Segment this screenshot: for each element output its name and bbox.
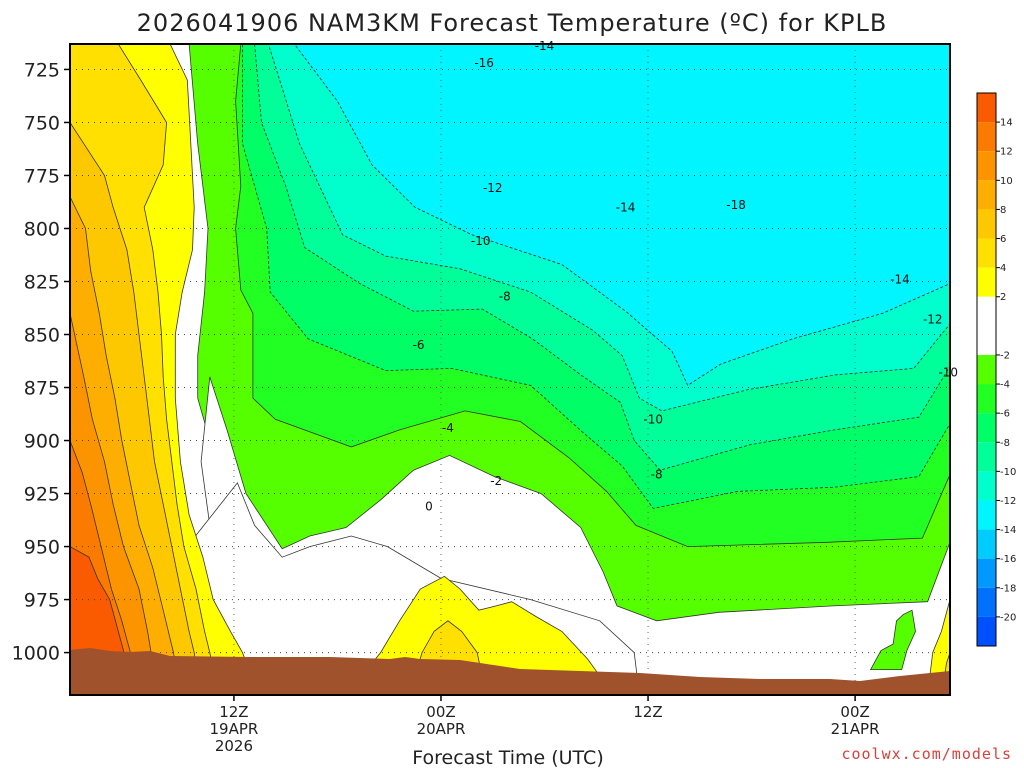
colorbar-tick-label: -12 — [1000, 496, 1016, 507]
y-tick-label: 775 — [24, 165, 60, 187]
y-tick-label: 900 — [24, 431, 60, 453]
y-tick-label: 825 — [24, 271, 60, 293]
colorbar: 14 12 10 8 6 4 2 -2 -4 -6 -8 -10 -12 -14 -16 -18 -20 — [976, 92, 1016, 647]
contour-label: 0 — [425, 499, 433, 513]
contour-label: -10 — [938, 366, 958, 380]
y-tick-label: 850 — [24, 325, 60, 347]
colorbar-tick-label: -14 — [1000, 525, 1016, 536]
x-tick-label: 00Z — [426, 703, 455, 721]
colorbar-frame — [976, 92, 997, 647]
x-tick-label: 12Z — [633, 703, 662, 721]
temperature-fill-regions — [70, 44, 950, 695]
x-tick-label: 12Z — [219, 703, 248, 721]
temp-region-10 — [70, 44, 950, 695]
colorbar-band — [977, 238, 996, 268]
x-tick-label: 20APR — [417, 720, 466, 738]
contour-label: -14 — [890, 272, 910, 286]
colorbar-tick-label: 6 — [1000, 234, 1006, 245]
y-tick-label: 800 — [24, 218, 60, 240]
colorbar-band — [977, 122, 996, 152]
colorbar-tick-label: 10 — [1000, 176, 1013, 187]
contour-label: -16 — [474, 56, 494, 70]
y-axis: 725 750 775 800 825 850 875 900 925 950 975 1000 — [12, 59, 70, 665]
colorbar-band — [977, 354, 996, 385]
terrain-surface — [70, 648, 950, 695]
credit-link[interactable]: coolwx.com/models — [841, 745, 1012, 763]
colorbar-band — [977, 384, 996, 414]
colorbar-tick-label: -18 — [1000, 583, 1016, 594]
colorbar-tick-label: -20 — [1000, 612, 1016, 623]
chart-title: 2026041906 NAM3KM Forecast Temperature (… — [137, 9, 888, 37]
colorbar-band — [977, 442, 996, 472]
y-tick-label: 975 — [24, 590, 60, 612]
colorbar-band — [977, 267, 996, 297]
contour-label: -12 — [923, 313, 943, 327]
colorbar-band — [977, 616, 996, 646]
colorbar-band — [977, 587, 996, 617]
y-tick-label: 875 — [24, 378, 60, 400]
x-tick-label: 2026 — [215, 737, 253, 755]
colorbar-band — [977, 209, 996, 239]
colorbar-band — [977, 529, 996, 559]
y-tick-label: 750 — [24, 112, 60, 134]
colorbar-band — [977, 558, 996, 588]
colorbar-band — [977, 151, 996, 181]
contour-label: -10 — [643, 412, 663, 426]
colorbar-band — [977, 296, 996, 355]
colorbar-tick-label: 8 — [1000, 205, 1006, 216]
colorbar-tick-label: -6 — [1000, 409, 1010, 420]
contour-label: -18 — [726, 198, 746, 212]
x-tick-label: 00Z — [840, 703, 869, 721]
contour-label: -8 — [499, 289, 511, 303]
gridlines — [70, 44, 950, 695]
contour-label: -14 — [616, 200, 636, 214]
colorbar-band — [977, 93, 996, 123]
colorbar-band — [977, 471, 996, 501]
contour-label: -12 — [483, 181, 503, 195]
y-tick-label: 725 — [24, 59, 60, 81]
y-tick-label: 1000 — [12, 643, 60, 665]
x-tick-label: 19APR — [210, 720, 259, 738]
y-tick-label: 925 — [24, 484, 60, 506]
x-axis-label: Forecast Time (UTC) — [412, 747, 603, 768]
contour-label: -4 — [442, 421, 454, 435]
colorbar-tick-label: 12 — [1000, 147, 1013, 158]
contour-label: -6 — [413, 338, 425, 352]
colorbar-tick-label: 2 — [1000, 292, 1006, 303]
colorbar-band — [977, 500, 996, 530]
plot-frame — [69, 43, 951, 696]
colorbar-tick-label: -4 — [1000, 380, 1010, 391]
colorbar-tick-label: 4 — [1000, 263, 1006, 274]
colorbar-tick-label: -10 — [1000, 467, 1016, 478]
contour-label: -2 — [490, 474, 502, 488]
colorbar-tick-label: -16 — [1000, 554, 1016, 565]
y-tick-label: 950 — [24, 537, 60, 559]
x-tick-label: 21APR — [831, 720, 880, 738]
contour-label: -8 — [651, 467, 663, 481]
contour-label: -10 — [471, 234, 491, 248]
colorbar-tick-label: -8 — [1000, 438, 1010, 449]
temp-region-16 — [927, 599, 950, 695]
colorbar-band — [977, 180, 996, 210]
colorbar-tick-label: -2 — [1000, 350, 1010, 361]
colorbar-tick-label: 14 — [1000, 118, 1013, 129]
contour-labels: -16 -14 -14 -18 -14 -12 -12 -10 -10 -10 -8 -8 -6 -4 -2… — [413, 39, 959, 513]
temp-region-25 — [869, 609, 916, 670]
contour-label: -14 — [535, 39, 555, 53]
colorbar-band — [977, 413, 996, 443]
terrain-ground — [70, 648, 950, 695]
